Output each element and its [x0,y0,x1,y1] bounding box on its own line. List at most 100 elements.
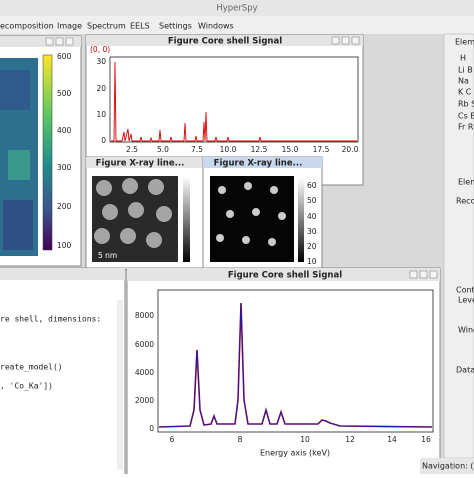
window-button[interactable] [341,36,350,45]
panel-label: Eleme [458,178,474,187]
window-button[interactable] [45,37,54,46]
panel-label: Reco [456,197,474,206]
console-line: reate_model() [0,363,63,372]
colorbar-label: 500 [57,89,72,98]
scrollbar[interactable] [117,300,123,470]
y-tick-label: 0 [101,136,106,145]
menu-item[interactable]: Settings [159,22,192,31]
window-title-bar [86,35,363,46]
x-tick-label: 12 [345,435,355,444]
x-tick-label: 12.5 [251,145,268,154]
element-button[interactable]: K C [458,88,472,97]
spectrum-window [126,267,441,478]
x-tick-label: 10.0 [220,145,237,154]
window-button[interactable] [429,270,438,279]
menu-item[interactable]: EELS [130,22,150,31]
console-line: re shell, dimensions: [0,315,101,324]
particles [216,182,286,246]
colorbar-label: 200 [57,202,72,211]
y-tick-label: 0 [149,424,154,433]
plot-frame [157,289,434,433]
panel-label: Eleme [455,38,474,47]
scalebar-label: 5 nm [98,251,117,260]
colorbar-label: 10 [307,257,317,266]
menu-item[interactable]: Windows [198,22,234,31]
x-tick-label: 16 [421,435,431,444]
colorbar [298,178,304,262]
menu-item[interactable]: ecomposition [0,22,54,31]
particles [94,178,172,248]
window-title-bar [127,268,440,281]
colorbar-label: 20 [307,242,317,251]
y-tick-label: 30 [96,57,106,66]
window-button[interactable] [409,270,418,279]
menu-item[interactable]: Spectrum [87,22,126,31]
window-title-bar [203,157,322,168]
x-tick-label: 15.0 [282,145,299,154]
window-button[interactable] [419,270,428,279]
window-button[interactable] [331,36,340,45]
y-tick-label: 8000 [135,311,154,320]
window-title: Figure X-ray line... [96,159,185,169]
window-button[interactable] [55,37,64,46]
colorbar-label: 600 [57,52,72,61]
x-tick-label: 7.5 [191,145,203,154]
app-title: HyperSpy [216,4,257,14]
x-tick-label: 2.5 [126,145,138,154]
colorbar-label: 400 [57,126,72,135]
colorbar [42,54,53,251]
colorbar-label: 60 [307,181,317,190]
window-title-bar [0,36,81,47]
element-button[interactable]: Na [458,77,469,86]
window-title-bar [0,268,125,280]
x-tick-label: 10 [300,435,310,444]
window-title: Figure Core shell Signal [168,37,282,47]
menu-item[interactable]: Image [57,22,82,31]
x-tick-label: 17.5 [313,145,330,154]
window-title: Figure X-ray line... [214,159,303,169]
plot-frame [109,56,359,143]
window-title: Figure Core shell Signal [228,271,342,281]
colorbar-label: 30 [307,227,317,236]
x-tick-label: 20.0 [342,145,359,154]
element-button[interactable]: Li B [458,66,473,75]
colorbar-label: 50 [307,196,317,205]
status-text: Navigation: (0, [422,462,474,471]
map-patch [0,70,30,110]
element-button[interactable]: H [460,54,466,63]
map-patch [8,150,30,180]
status-bar [420,458,474,474]
element-button[interactable]: Rb S [458,100,474,109]
x-tick-label: 6 [170,435,175,444]
window-button[interactable] [65,37,74,46]
console-line: , 'Co_Ka']) [0,382,53,391]
colorbar-label: 40 [307,212,317,221]
panel-label: Contr [456,286,474,295]
x-tick-label: 14 [387,435,397,444]
colorbar-label: 300 [57,163,72,172]
colorbar-label: 100 [57,241,72,250]
y-tick-label: 2000 [135,396,154,405]
x-tick-label: 5.0 [157,145,169,154]
panel-label: Data [456,366,474,375]
spectrum-line [111,61,357,142]
menu-bar [0,16,474,34]
element-button[interactable]: Cs B [458,112,474,121]
spectrum-line [158,302,433,428]
x-axis-label: Energy axis (keV) [260,449,330,458]
x-tick-label: 8 [238,435,243,444]
y-tick-label: 20 [96,84,106,93]
window-title-bar [86,157,203,168]
window-button[interactable] [351,36,360,45]
coords-label: (0, 0) [90,45,110,54]
colorbar [183,176,190,262]
element-button[interactable]: Fr R [458,123,474,132]
console-window [0,267,126,478]
panel-label: Wind [458,326,474,335]
title-bar [0,0,474,16]
side-panel [443,33,474,459]
y-tick-label: 4000 [135,368,154,377]
